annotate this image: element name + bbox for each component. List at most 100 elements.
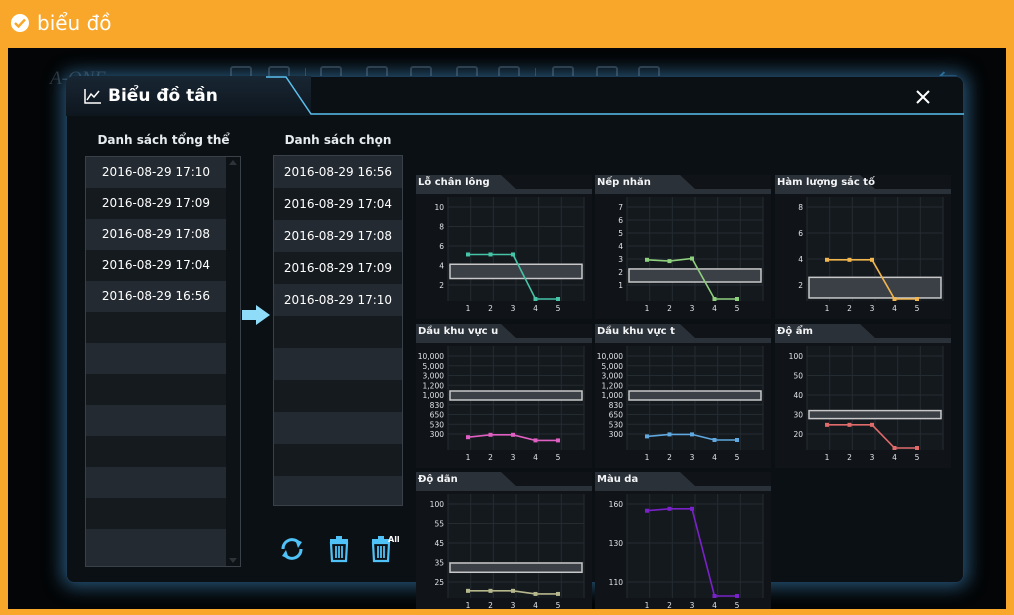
y-tick-label: 2 xyxy=(439,281,444,290)
data-point xyxy=(511,588,515,593)
total-list-scrollbar[interactable] xyxy=(226,157,240,566)
x-tick-label: 5 xyxy=(556,304,561,313)
y-tick-label: 160 xyxy=(609,500,624,509)
title-tab-border xyxy=(266,76,964,115)
dialog-title-tab xyxy=(66,76,311,116)
header-tab-shape xyxy=(416,175,592,194)
data-point xyxy=(488,252,493,257)
data-point xyxy=(847,257,852,262)
chart-panel: Dầu khu vực u 10,000 5,000 3,000 1,200 1,000 8… xyxy=(416,324,592,468)
header-tab-shape xyxy=(416,472,592,491)
data-point xyxy=(690,506,694,511)
y-tick-label: 100 xyxy=(430,500,445,509)
data-point xyxy=(915,446,919,450)
delete-button[interactable] xyxy=(324,534,354,564)
data-point xyxy=(735,297,739,301)
total-list-item[interactable]: 2016-08-29 17:10 xyxy=(86,157,226,188)
chart-panel: Dầu khu vực t 10,000 5,000 3,000 1,200 1,000 8… xyxy=(595,324,771,468)
data-point xyxy=(847,422,852,427)
y-tick-label: 10 xyxy=(434,203,444,212)
x-tick-label: 3 xyxy=(511,453,516,462)
refresh-icon xyxy=(281,538,303,560)
selected-list-item[interactable]: 2016-08-29 17:04 xyxy=(274,188,402,220)
chart-header: Màu da xyxy=(595,472,771,491)
data-point xyxy=(915,297,919,301)
chart-title: Độ dãn xyxy=(418,474,458,485)
x-tick-label: 4 xyxy=(712,601,717,609)
empty-row xyxy=(86,498,226,529)
data-point xyxy=(735,594,739,598)
y-tick-label: 10,000 xyxy=(418,352,444,361)
y-tick-label: 3,000 xyxy=(423,372,445,381)
x-tick-label: 1 xyxy=(645,601,650,609)
chart-title: Nếp nhăn xyxy=(597,177,651,188)
y-tick-label: 530 xyxy=(609,420,624,429)
normal-range-box xyxy=(808,276,942,299)
y-tick-label: 7 xyxy=(618,203,623,212)
normal-range-box xyxy=(628,268,762,283)
chart-title: Độ ẩm xyxy=(777,326,813,337)
total-list-item[interactable]: 2016-08-29 17:04 xyxy=(86,250,226,281)
chart-header-tab xyxy=(595,175,771,194)
empty-row xyxy=(86,467,226,498)
x-tick-label: 2 xyxy=(488,304,493,313)
x-tick-label: 4 xyxy=(892,304,897,313)
line-chart-icon xyxy=(84,88,102,108)
selected-list-item[interactable]: 2016-08-29 17:09 xyxy=(274,252,402,284)
data-point xyxy=(667,432,672,437)
total-list-item[interactable]: 2016-08-29 16:56 xyxy=(86,281,226,312)
y-tick-label: 4 xyxy=(439,262,444,271)
chart-title: Hàm lượng sắc tố xyxy=(777,177,875,188)
y-tick-label: 6 xyxy=(618,216,623,225)
x-tick-label: 5 xyxy=(556,453,561,462)
selected-list-item[interactable]: 2016-08-29 16:56 xyxy=(274,156,402,188)
data-point xyxy=(690,256,694,261)
selected-list-item[interactable]: 2016-08-29 17:10 xyxy=(274,284,402,316)
data-point xyxy=(511,252,515,257)
y-tick-label: 20 xyxy=(793,430,803,439)
delete-all-button[interactable]: All xyxy=(368,534,400,564)
x-tick-label: 2 xyxy=(667,453,672,462)
x-tick-label: 1 xyxy=(466,601,471,609)
y-tick-label: 300 xyxy=(430,430,445,439)
y-tick-label: 8 xyxy=(798,203,803,212)
chart-header-tab xyxy=(595,472,771,491)
data-point xyxy=(645,257,649,262)
selected-list-item[interactable]: 2016-08-29 17:08 xyxy=(274,220,402,252)
close-button[interactable] xyxy=(914,88,932,106)
data-point xyxy=(511,432,515,437)
chart-header-tab xyxy=(416,324,592,343)
y-tick-label: 300 xyxy=(609,430,624,439)
chart-header-tab xyxy=(416,175,592,194)
data-point xyxy=(645,434,649,439)
x-tick-label: 4 xyxy=(533,453,538,462)
data-point xyxy=(466,435,470,440)
x-tick-label: 5 xyxy=(556,601,561,609)
normal-range-box xyxy=(808,409,942,420)
y-tick-label: 830 xyxy=(430,401,445,410)
refresh-button[interactable] xyxy=(277,534,307,564)
x-tick-label: 1 xyxy=(466,453,471,462)
y-tick-label: 3 xyxy=(618,255,623,264)
y-tick-label: 6 xyxy=(439,242,444,251)
total-list: 2016-08-29 17:10 2016-08-29 17:09 2016-0… xyxy=(85,156,241,567)
y-tick-label: 10,000 xyxy=(597,352,623,361)
data-point xyxy=(712,594,717,598)
total-list-item[interactable]: 2016-08-29 17:09 xyxy=(86,188,226,219)
chart-header: Nếp nhăn xyxy=(595,175,771,194)
y-tick-label: 8 xyxy=(439,223,444,232)
y-tick-label: 25 xyxy=(434,578,444,587)
x-tick-label: 1 xyxy=(645,304,650,313)
x-tick-label: 1 xyxy=(466,304,471,313)
data-point xyxy=(825,422,829,427)
y-tick-label: 4 xyxy=(798,255,803,264)
move-right-arrow-icon[interactable] xyxy=(241,304,271,330)
x-tick-label: 5 xyxy=(735,304,740,313)
y-tick-label: 4 xyxy=(618,242,623,251)
chart-plot: 100 50 40 30 20 1 2 3 4 5 xyxy=(789,346,944,462)
header-tab-shape xyxy=(416,324,592,343)
y-tick-label: 650 xyxy=(430,411,445,420)
total-list-item[interactable]: 2016-08-29 17:08 xyxy=(86,219,226,250)
data-point xyxy=(667,259,672,264)
